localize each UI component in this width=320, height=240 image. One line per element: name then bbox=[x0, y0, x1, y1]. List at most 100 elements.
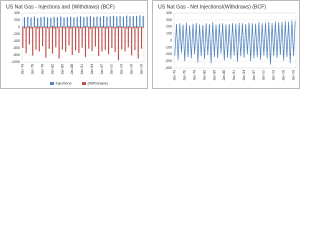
bar bbox=[126, 27, 128, 29]
legend-swatch bbox=[50, 82, 54, 85]
bar bbox=[111, 27, 113, 48]
y-tick-label: -600 bbox=[13, 46, 20, 50]
bar bbox=[139, 15, 141, 27]
bar bbox=[35, 27, 37, 50]
bar bbox=[111, 26, 113, 27]
bar bbox=[42, 26, 44, 27]
bar bbox=[112, 15, 115, 27]
bar bbox=[117, 27, 120, 61]
bar bbox=[96, 27, 98, 29]
bar bbox=[98, 27, 100, 57]
bar bbox=[50, 17, 52, 27]
bar bbox=[37, 27, 39, 29]
bar bbox=[66, 27, 68, 29]
x-tick-label: Jan-85 bbox=[60, 64, 64, 74]
bar bbox=[142, 16, 144, 27]
bar bbox=[43, 16, 45, 27]
bar bbox=[22, 26, 24, 27]
y-tick-label: 200 bbox=[166, 25, 172, 29]
bar bbox=[27, 16, 29, 27]
bar bbox=[76, 27, 78, 29]
x-tick-label: Jan-03 bbox=[120, 64, 124, 74]
bar bbox=[119, 16, 121, 27]
bar bbox=[139, 27, 141, 28]
bar bbox=[79, 16, 82, 27]
bar bbox=[122, 27, 124, 28]
bar bbox=[131, 27, 133, 56]
bar bbox=[75, 27, 77, 51]
bar bbox=[37, 17, 39, 27]
x-tick-label: Jan-97 bbox=[100, 64, 104, 74]
panel bbox=[152, 0, 300, 89]
bar bbox=[104, 27, 106, 50]
bar bbox=[121, 26, 123, 27]
bar bbox=[38, 27, 40, 52]
legend-label: (Withdraws) bbox=[88, 82, 109, 86]
x-tick-label: Jan-06 bbox=[130, 64, 134, 74]
bar bbox=[51, 25, 54, 27]
chart-title: US Nat Gas - Injections and (Withdraws) … bbox=[6, 4, 115, 10]
bar bbox=[88, 26, 90, 27]
bar bbox=[51, 27, 54, 54]
bar bbox=[94, 26, 96, 27]
bar bbox=[88, 27, 90, 49]
x-tick-label: Jan-97 bbox=[252, 70, 256, 80]
bar bbox=[40, 27, 42, 29]
charts: US Nat Gas - Injections and (Withdraws) … bbox=[0, 0, 300, 89]
bar bbox=[106, 16, 108, 27]
bar bbox=[83, 27, 85, 29]
bar bbox=[68, 25, 70, 27]
bar bbox=[106, 27, 108, 29]
x-tick-label: Jan-03 bbox=[272, 70, 276, 80]
bar bbox=[73, 27, 75, 28]
bar bbox=[23, 17, 26, 27]
bar bbox=[122, 16, 124, 27]
bar bbox=[23, 27, 26, 29]
y-tick-label: -200 bbox=[165, 52, 172, 56]
x-tick-label: Jan-76 bbox=[183, 70, 187, 80]
bar bbox=[101, 25, 103, 27]
bar bbox=[55, 27, 57, 48]
y-tick-label: -400 bbox=[13, 39, 20, 43]
bar bbox=[126, 15, 128, 27]
x-tick-label: Jan-76 bbox=[31, 64, 35, 74]
x-tick-label: Jan-79 bbox=[192, 70, 196, 80]
bar bbox=[50, 27, 52, 29]
bar bbox=[86, 27, 88, 28]
bar bbox=[25, 27, 27, 54]
bar bbox=[48, 27, 50, 49]
bar bbox=[129, 16, 131, 27]
bar bbox=[86, 16, 88, 27]
x-tick-label: Jan-88 bbox=[222, 70, 226, 80]
bar bbox=[46, 17, 49, 27]
bar bbox=[35, 25, 37, 27]
x-tick-label: Jan-00 bbox=[262, 70, 266, 80]
bar bbox=[60, 16, 62, 27]
bar bbox=[140, 26, 143, 27]
bar bbox=[84, 27, 87, 58]
x-tick-label: Jan-94 bbox=[90, 64, 94, 74]
bar bbox=[136, 27, 138, 29]
bar bbox=[112, 27, 115, 29]
x-tick-label: Jan-88 bbox=[70, 64, 74, 74]
bar bbox=[58, 26, 60, 27]
bar bbox=[107, 27, 110, 55]
y-tick-label: 100 bbox=[166, 32, 172, 36]
y-tick-label: -1000 bbox=[11, 60, 20, 64]
x-tick-label: Jan-06 bbox=[282, 70, 286, 80]
bar bbox=[42, 27, 44, 47]
y-tick-label: -100 bbox=[165, 45, 172, 49]
y-tick-label: 400 bbox=[166, 11, 172, 15]
bar bbox=[124, 26, 126, 27]
bar bbox=[116, 27, 118, 29]
bar bbox=[71, 26, 73, 27]
bar bbox=[45, 27, 47, 58]
bar bbox=[65, 27, 67, 52]
bar bbox=[61, 27, 63, 50]
bar bbox=[114, 27, 116, 53]
bar bbox=[79, 27, 82, 29]
bar bbox=[83, 17, 85, 27]
y-tick-label: 300 bbox=[166, 18, 172, 22]
bar bbox=[121, 27, 123, 50]
bar bbox=[127, 27, 129, 48]
